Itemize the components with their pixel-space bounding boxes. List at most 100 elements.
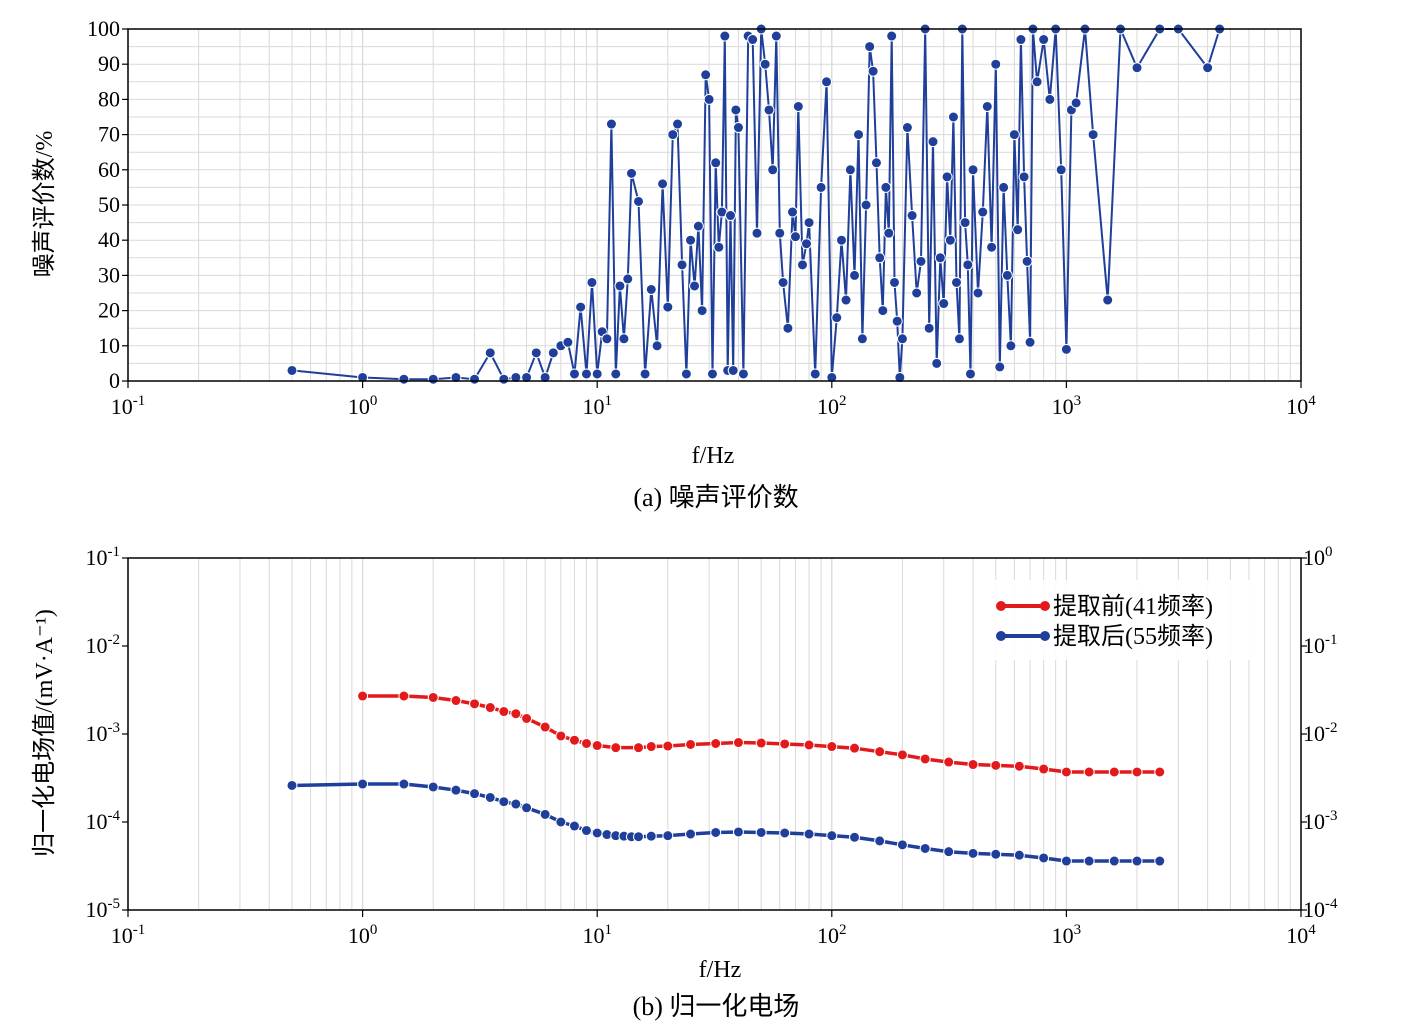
series-points-a [286,23,1226,385]
data-point [880,181,892,193]
data-point [911,287,923,299]
data-point [1024,336,1036,348]
data-point [1083,855,1095,867]
y-tick-label: 80 [98,86,120,111]
data-point [953,333,965,345]
data-point [521,371,533,383]
data-point [962,259,974,271]
data-point [732,122,744,134]
data-point [1055,164,1067,176]
data-point [1060,343,1072,355]
data-point [770,30,782,42]
data-point [539,371,551,383]
data-point [562,336,574,348]
data-point [469,373,481,385]
data-point [938,298,950,310]
data-point [645,283,657,295]
data-point [484,791,496,803]
data-point [800,238,812,250]
data-point [398,690,410,702]
y-tick-label: 10-5 [86,896,121,922]
data-point [856,333,868,345]
data-point [883,227,895,239]
data-point [906,210,918,222]
data-point [1038,34,1050,46]
data-point [774,227,786,239]
data-point [947,111,959,123]
x-tick-label: 104 [1286,922,1316,948]
data-point [990,848,1002,860]
data-point [849,269,861,281]
x-tick-label: 102 [817,922,847,948]
data-point [498,706,510,718]
data-point [994,361,1006,373]
y-tick-label: 30 [98,262,120,287]
data-point [633,195,645,207]
legend-marker-1b [1040,601,1050,611]
data-point [896,333,908,345]
data-point [787,206,799,218]
data-point [633,831,645,843]
data-point [779,827,791,839]
data-point [763,104,775,116]
data-point [931,357,943,369]
y-tick-label: 10-1 [86,544,121,570]
data-point [498,796,510,808]
data-point [1060,855,1072,867]
data-point [803,217,815,229]
data-point [530,347,542,359]
data-point [580,368,592,380]
data-point [710,737,722,749]
data-point [821,76,833,88]
data-point [972,287,984,299]
data-point [849,742,861,754]
y-tick-label: 10-3 [86,720,121,746]
legend-box [975,580,1263,660]
data-point [605,118,617,130]
data-point [751,227,763,239]
data-point [959,217,971,229]
data-point [484,702,496,714]
x-tick-label: 102 [817,393,847,419]
data-point [586,276,598,288]
data-point [853,129,865,141]
data-point [1083,766,1095,778]
y-tick-label: 40 [98,227,120,252]
data-point [676,259,688,271]
data-point [886,30,898,42]
data-point [864,41,876,53]
data-point [831,312,843,324]
data-point [1202,62,1214,74]
data-point [719,30,731,42]
data-point [796,259,808,271]
data-point [944,234,956,246]
data-point [732,826,744,838]
data-point [826,830,838,842]
data-point [1018,171,1030,183]
data-point [700,69,712,81]
data-point [767,164,779,176]
legend-marker-2b [1040,631,1050,641]
data-point [521,713,533,725]
data-point [662,301,674,313]
data-point [792,100,804,112]
y2-tick-label: 10-4 [1303,896,1338,922]
data-point [950,276,962,288]
data-point [710,157,722,169]
data-point [840,294,852,306]
data-point [591,368,603,380]
y-tick-label: 50 [98,192,120,217]
data-point [1008,129,1020,141]
y2-tick-label: 10-1 [1303,632,1338,658]
x-tick-label: 100 [348,922,378,948]
y-tick-label: 90 [98,51,120,76]
data-point [672,118,684,130]
data-point [1001,269,1013,281]
x-tick-label: 10-1 [111,922,146,948]
data-point [696,305,708,317]
data-point [622,273,634,285]
data-point [555,816,567,828]
data-point [803,828,815,840]
